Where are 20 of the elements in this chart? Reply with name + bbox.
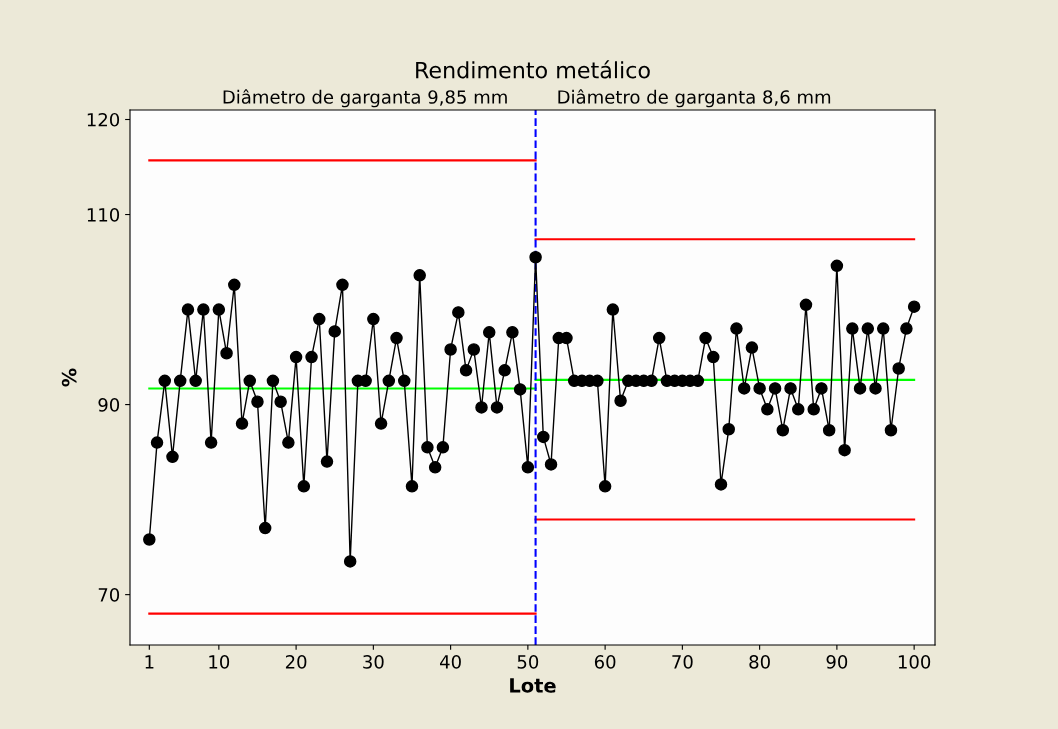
x-tick-label: 90: [826, 655, 848, 669]
x-tick-label: 20: [285, 655, 307, 669]
text: Diâmetro de garganta 9,85 mm: [223, 89, 507, 108]
y-tick-label: 110: [87, 207, 120, 222]
text: Diâmetro de garganta 8,6 mm: [558, 89, 831, 108]
x-axis-title: Lote: [510, 678, 556, 693]
y-tick-label: 120: [87, 112, 120, 127]
x-tick-label: 40: [440, 655, 461, 669]
x-tick-label: 10: [209, 655, 230, 669]
x-tick-label: 60: [594, 655, 616, 669]
y-tick-label: 90: [98, 398, 120, 412]
x-tick-label: 30: [363, 655, 384, 669]
x-tick-label: 50: [517, 655, 539, 669]
y-tick-label: 70: [98, 588, 120, 602]
x-tick-label: 1: [145, 655, 154, 669]
y-axis-title: %: [61, 368, 77, 387]
x-tick-label: 100: [898, 655, 931, 669]
chart-title: Rendimento metálico: [416, 60, 650, 79]
x-tick-label: 70: [672, 655, 693, 669]
x-tick-label: 80: [749, 655, 770, 669]
